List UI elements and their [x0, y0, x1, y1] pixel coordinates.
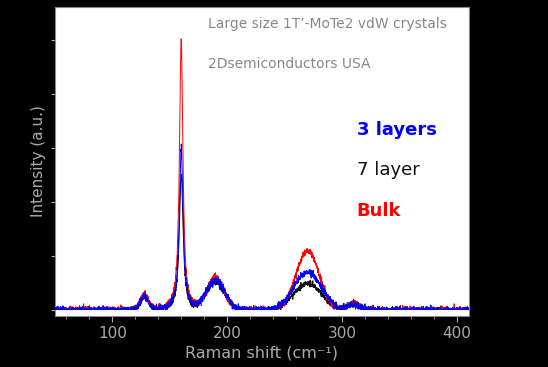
Y-axis label: Intensity (a.u.): Intensity (a.u.)	[31, 106, 47, 217]
Text: Bulk: Bulk	[357, 201, 401, 219]
Text: 7 layer: 7 layer	[357, 161, 420, 179]
X-axis label: Raman shift (cm⁻¹): Raman shift (cm⁻¹)	[185, 345, 338, 360]
Text: 2Dsemiconductors USA: 2Dsemiconductors USA	[208, 57, 370, 71]
Text: 3 layers: 3 layers	[357, 121, 437, 139]
Text: Large size 1T’-MoTe2 vdW crystals: Large size 1T’-MoTe2 vdW crystals	[208, 17, 447, 30]
